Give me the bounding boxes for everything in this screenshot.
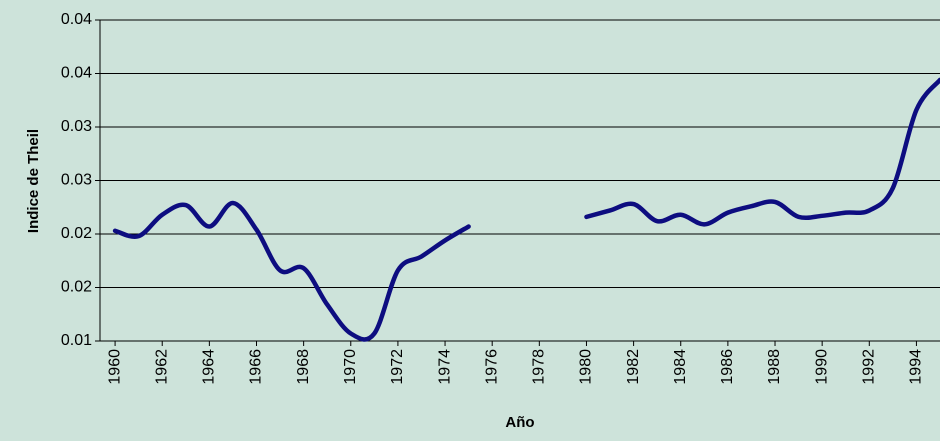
x-tick-label: 1976 — [483, 349, 500, 385]
y-tick-label: 0.03 — [61, 172, 92, 189]
x-tick-label: 1970 — [342, 349, 359, 385]
x-axis-label: Año — [505, 414, 534, 431]
x-tick-label: 1988 — [766, 349, 783, 385]
x-tick-label: 1978 — [531, 349, 548, 385]
x-tick-label: 1966 — [248, 349, 265, 385]
x-tick-label: 1962 — [153, 349, 170, 385]
x-tick-label: 1982 — [625, 349, 642, 385]
x-tick-label: 1992 — [861, 349, 878, 385]
y-tick-label: 0.02 — [61, 225, 92, 242]
x-tick-label: 1994 — [908, 349, 925, 385]
x-tick-label: 1968 — [295, 349, 312, 385]
x-tick-label: 1964 — [201, 349, 218, 385]
x-tick-label: 1986 — [719, 349, 736, 385]
y-tick-label: 0.01 — [61, 332, 92, 349]
x-tick-label: 1990 — [813, 349, 830, 385]
x-tick-label: 1960 — [106, 349, 123, 385]
x-tick-label: 1984 — [672, 349, 689, 385]
x-tick-label: 1974 — [436, 349, 453, 385]
y-axis-label: Indice de Theil — [25, 129, 42, 233]
y-tick-label: 0.03 — [61, 118, 92, 135]
data-line — [112, 77, 940, 342]
x-tick-label: 1972 — [389, 349, 406, 385]
x-tick-label: 1980 — [578, 349, 595, 385]
y-tick-label: 0.02 — [61, 279, 92, 296]
y-tick-label: 0.04 — [61, 11, 92, 28]
y-tick-label: 0.04 — [61, 65, 92, 82]
